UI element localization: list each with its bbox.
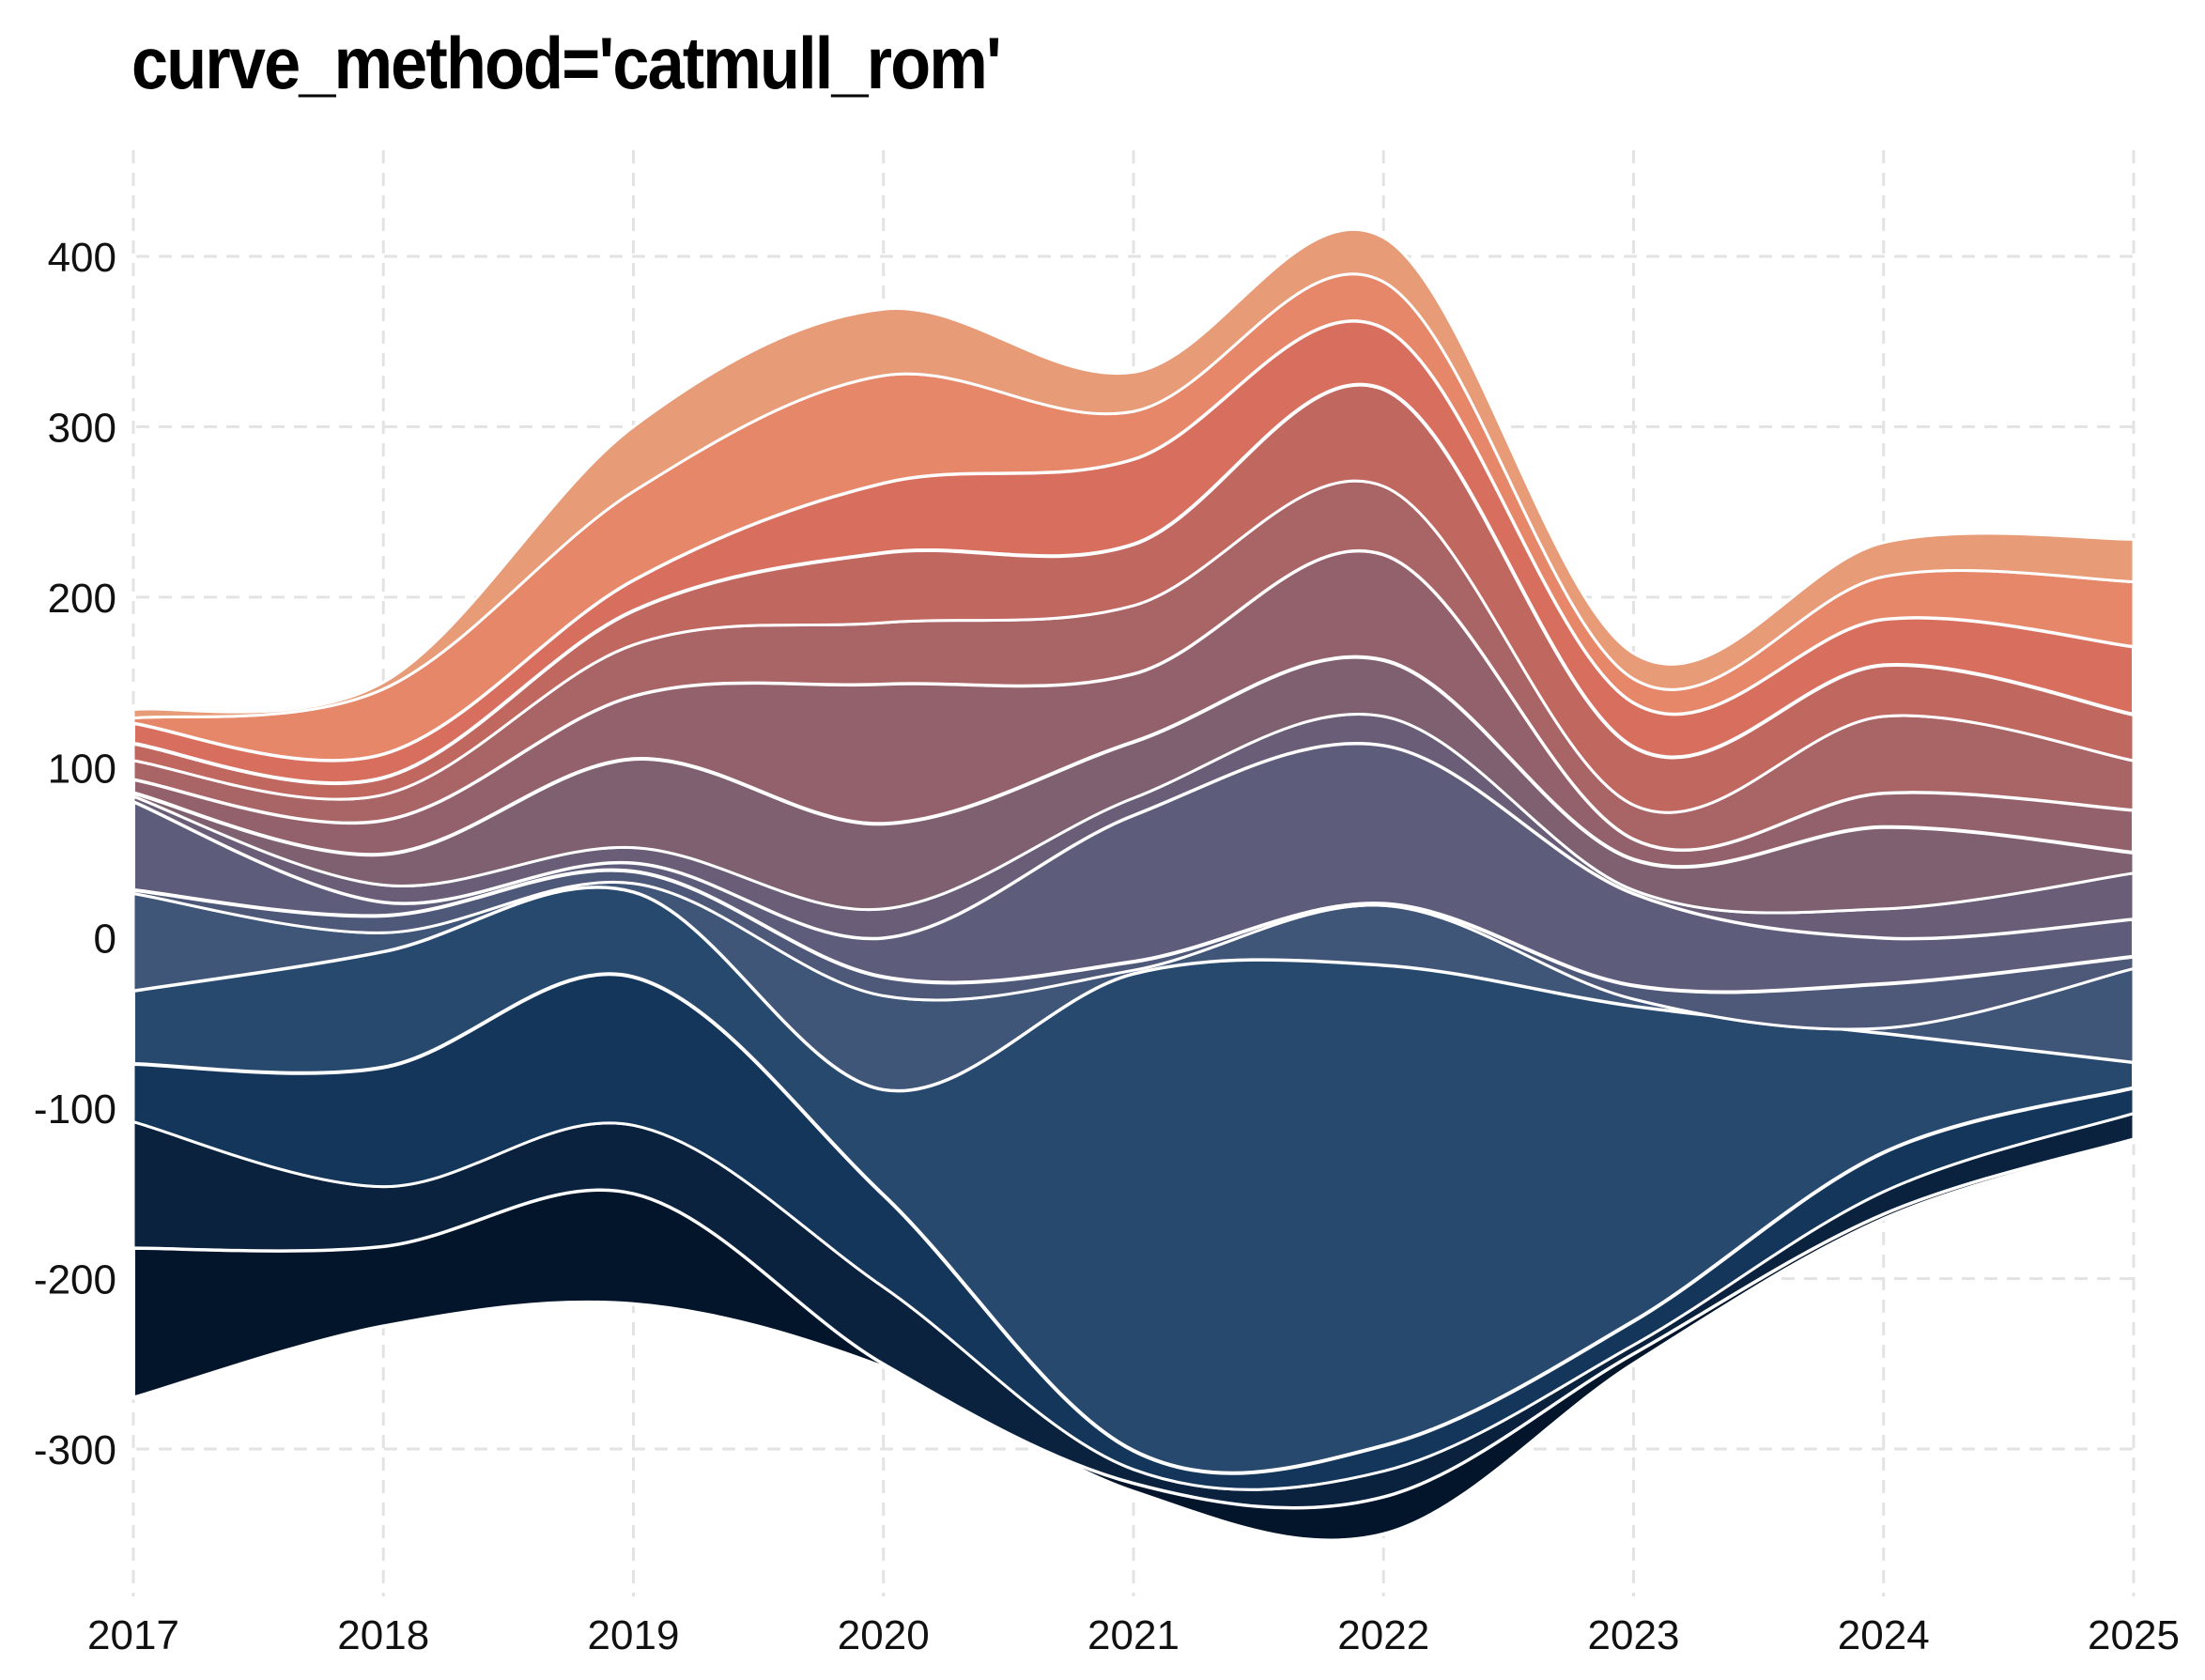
y-tick-label: -200: [34, 1257, 116, 1303]
axis-tick-labels: 2017 2018 2019 2020 2021 2022 2023 2024 2025 -300…: [34, 235, 2180, 1658]
y-tick-label: 400: [48, 235, 116, 281]
x-tick-label: 2020: [838, 1612, 930, 1658]
stream-layers: [131, 228, 2136, 1543]
x-tick-label: 2025: [2088, 1612, 2180, 1658]
y-tick-label: -100: [34, 1087, 116, 1133]
x-tick-label: 2018: [337, 1612, 429, 1658]
y-tick-label: 200: [48, 576, 116, 622]
x-tick-label: 2021: [1087, 1612, 1180, 1658]
stream-layer: [131, 228, 2136, 720]
y-tick-label: 100: [48, 746, 116, 792]
x-tick-label: 2022: [1337, 1612, 1429, 1658]
x-tick-label: 2024: [1838, 1612, 1930, 1658]
x-tick-label: 2017: [87, 1612, 179, 1658]
x-tick-label: 2023: [1588, 1612, 1680, 1658]
y-tick-label: -300: [34, 1427, 116, 1473]
y-tick-label: 0: [94, 917, 116, 963]
x-tick-label: 2019: [588, 1612, 680, 1658]
chart-title: curve_method='catmull_rom': [131, 22, 1002, 104]
y-tick-label: 300: [48, 405, 116, 451]
